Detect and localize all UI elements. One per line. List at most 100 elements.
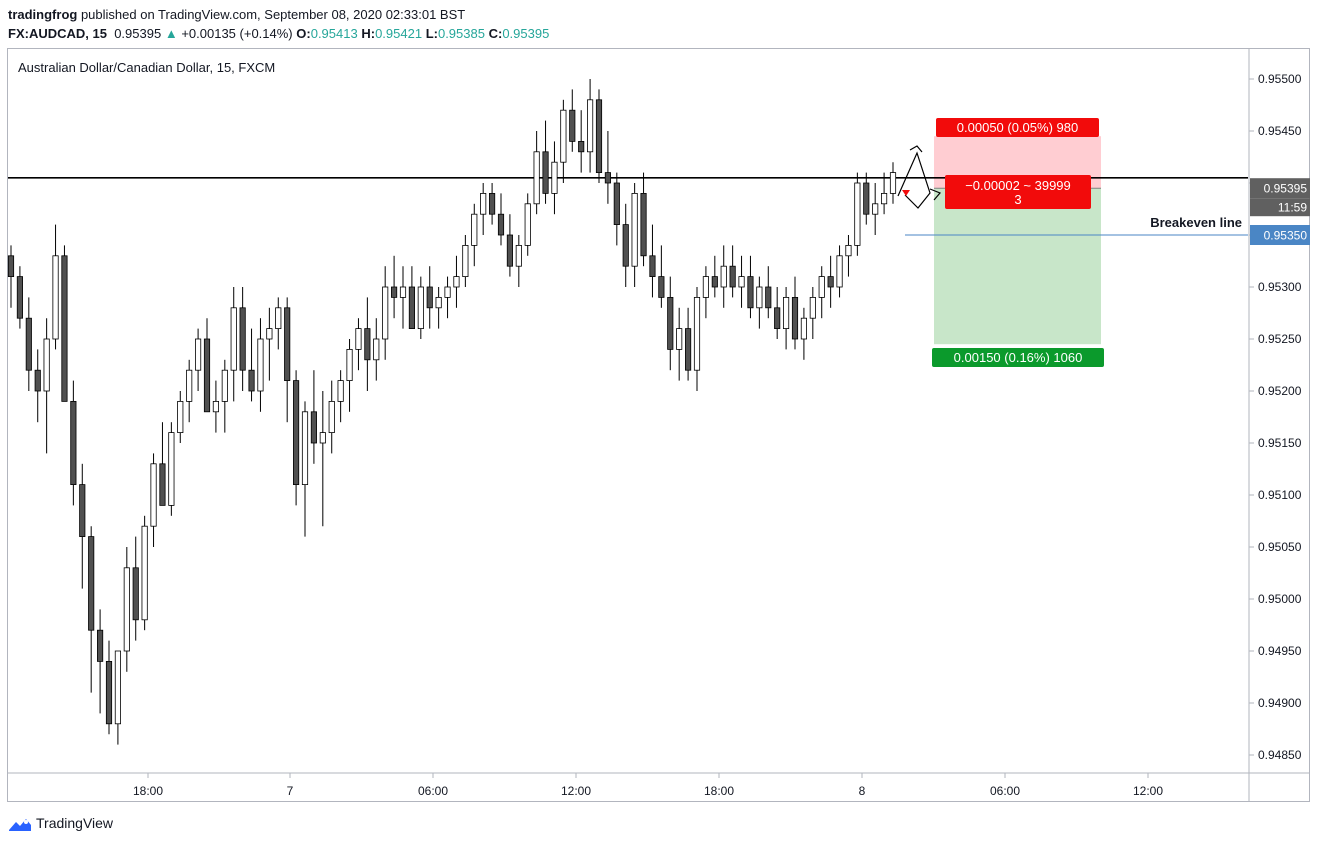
- candle[interactable]: [203, 318, 211, 413]
- candle[interactable]: [293, 370, 300, 506]
- candle[interactable]: [631, 183, 638, 287]
- candle[interactable]: [480, 183, 487, 235]
- candle[interactable]: [791, 276, 799, 350]
- candle[interactable]: [889, 162, 897, 204]
- candle[interactable]: [70, 380, 77, 506]
- candle[interactable]: [186, 359, 193, 423]
- candle[interactable]: [506, 214, 513, 277]
- candle[interactable]: [230, 287, 237, 402]
- candle[interactable]: [622, 203, 629, 287]
- candle[interactable]: [533, 131, 540, 215]
- candle[interactable]: [177, 391, 184, 443]
- candle[interactable]: [319, 391, 326, 527]
- candle[interactable]: [408, 266, 415, 329]
- candle[interactable]: [845, 235, 852, 277]
- candle[interactable]: [417, 276, 424, 339]
- candle[interactable]: [471, 203, 478, 267]
- take-profit-label[interactable]: 0.00150 (0.16%) 1060: [932, 348, 1104, 367]
- chart-frame[interactable]: [7, 48, 1310, 802]
- candle[interactable]: [114, 650, 121, 745]
- candle[interactable]: [872, 183, 879, 235]
- candle[interactable]: [266, 307, 273, 381]
- candle[interactable]: [604, 131, 611, 204]
- candle[interactable]: [551, 141, 558, 215]
- zigzag-drawing[interactable]: [897, 151, 931, 209]
- candle[interactable]: [52, 224, 59, 350]
- candle[interactable]: [836, 245, 843, 298]
- candle[interactable]: [693, 287, 701, 391]
- candle[interactable]: [444, 276, 451, 319]
- candle[interactable]: [105, 640, 113, 735]
- candle[interactable]: [756, 276, 763, 329]
- candle[interactable]: [765, 266, 772, 319]
- candle[interactable]: [711, 255, 718, 298]
- candle[interactable]: [123, 547, 130, 672]
- candle[interactable]: [800, 307, 807, 360]
- candle[interactable]: [88, 526, 95, 693]
- candle[interactable]: [391, 255, 398, 319]
- candle[interactable]: [355, 318, 362, 371]
- candle[interactable]: [34, 349, 41, 423]
- candle[interactable]: [150, 453, 157, 547]
- candle[interactable]: [310, 370, 317, 464]
- candle[interactable]: [132, 536, 139, 641]
- candle[interactable]: [79, 463, 86, 589]
- candle[interactable]: [685, 307, 692, 381]
- candle[interactable]: [702, 266, 709, 319]
- candle[interactable]: [738, 255, 745, 308]
- candle[interactable]: [337, 370, 344, 423]
- candle[interactable]: [578, 110, 585, 173]
- candle[interactable]: [435, 287, 442, 329]
- candle[interactable]: [195, 328, 202, 391]
- candle[interactable]: [462, 235, 469, 287]
- candle[interactable]: [399, 266, 407, 329]
- candle[interactable]: [658, 245, 665, 308]
- candle[interactable]: [720, 245, 727, 308]
- candle[interactable]: [560, 99, 567, 183]
- candle[interactable]: [301, 401, 309, 537]
- candle[interactable]: [346, 339, 353, 412]
- candle[interactable]: [613, 172, 620, 246]
- footer-brand[interactable]: TradingView: [8, 815, 113, 832]
- candle[interactable]: [382, 266, 389, 360]
- candle[interactable]: [284, 297, 291, 423]
- candle[interactable]: [275, 297, 282, 350]
- candle[interactable]: [524, 193, 531, 256]
- candle[interactable]: [497, 193, 505, 246]
- candle[interactable]: [212, 380, 219, 433]
- candle[interactable]: [364, 297, 371, 391]
- candle[interactable]: [827, 255, 834, 308]
- candle[interactable]: [97, 609, 104, 714]
- candle[interactable]: [854, 172, 861, 256]
- candle[interactable]: [881, 172, 888, 215]
- candle[interactable]: [426, 266, 433, 329]
- candle[interactable]: [141, 515, 148, 631]
- candle[interactable]: [774, 287, 781, 339]
- candle[interactable]: [373, 318, 380, 381]
- candle[interactable]: [818, 266, 825, 319]
- candle[interactable]: [248, 328, 255, 402]
- candle[interactable]: [159, 422, 166, 506]
- candle[interactable]: [863, 172, 870, 225]
- candle[interactable]: [16, 266, 23, 329]
- author-name[interactable]: tradingfrog: [8, 7, 78, 22]
- candle[interactable]: [676, 307, 683, 381]
- candle[interactable]: [587, 79, 594, 173]
- stop-loss-label[interactable]: 0.00050 (0.05%) 980: [936, 118, 1099, 137]
- candle[interactable]: [453, 255, 460, 308]
- candle[interactable]: [809, 287, 816, 339]
- candle[interactable]: [25, 297, 32, 391]
- candle[interactable]: [489, 183, 496, 225]
- candle[interactable]: [747, 255, 754, 319]
- candle[interactable]: [595, 89, 603, 183]
- candle[interactable]: [43, 318, 50, 454]
- candle[interactable]: [328, 380, 335, 454]
- candle[interactable]: [168, 422, 175, 516]
- candle[interactable]: [542, 120, 549, 204]
- candle[interactable]: [221, 359, 228, 433]
- candle[interactable]: [7, 245, 15, 308]
- candle[interactable]: [729, 245, 736, 298]
- candle[interactable]: [515, 235, 522, 287]
